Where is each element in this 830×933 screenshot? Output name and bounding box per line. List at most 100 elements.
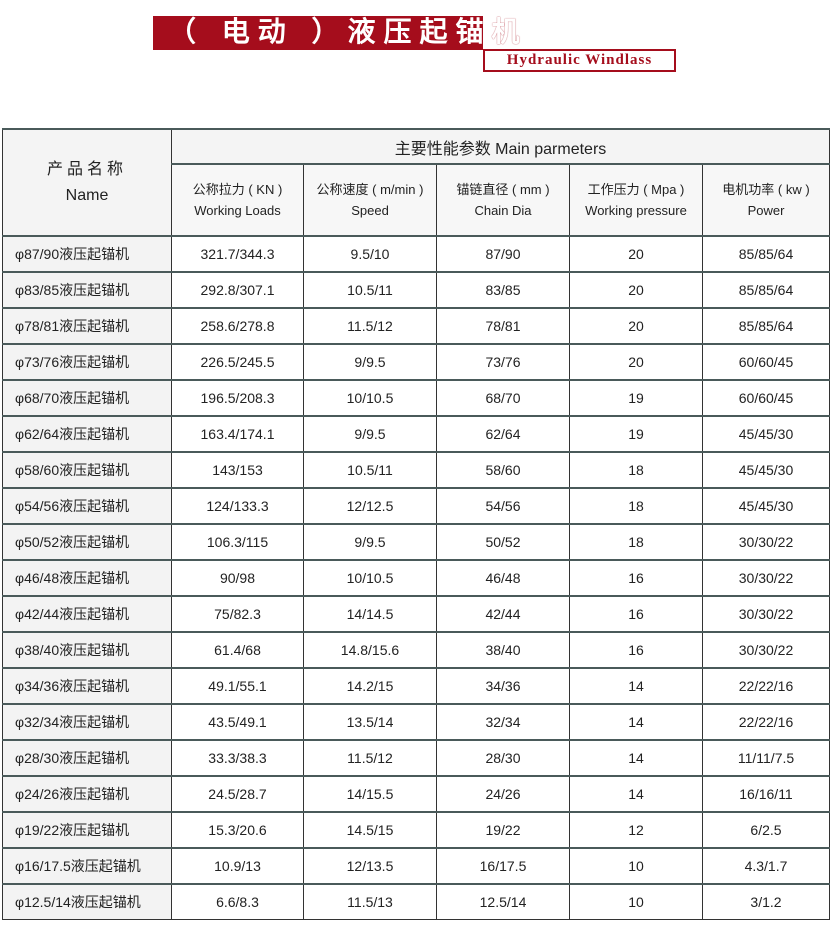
- value-cell: 49.1/55.1: [171, 667, 304, 705]
- value-cell: 11.5/12: [303, 739, 437, 777]
- value-cell: 12: [569, 811, 703, 849]
- value-cell: 16: [569, 631, 703, 669]
- model-name-cell: φ28/30液压起锚机: [2, 739, 172, 777]
- value-cell: 143/153: [171, 451, 304, 489]
- value-cell: 20: [569, 307, 703, 345]
- value-cell: 18: [569, 487, 703, 525]
- value-cell: 87/90: [436, 235, 570, 273]
- column-header: 公称速度 ( m/min ) Speed: [303, 163, 437, 237]
- value-cell: 85/85/64: [702, 235, 830, 273]
- value-cell: 196.5/208.3: [171, 379, 304, 417]
- value-cell: 18: [569, 451, 703, 489]
- value-cell: 24/26: [436, 775, 570, 813]
- model-name-cell: φ19/22液压起锚机: [2, 811, 172, 849]
- table-row: φ24/26液压起锚机 24.5/28.7 14/15.5 24/26 14 16/16/…: [2, 775, 830, 813]
- column-header-cn: 锚链直径 ( mm ): [456, 182, 550, 197]
- table-row: φ38/40液压起锚机 61.4/68 14.8/15.6 38/40 16 30/30/…: [2, 631, 830, 669]
- value-cell: 43.5/49.1: [171, 703, 304, 741]
- column-header-cn: 电机功率 ( kw ): [722, 182, 810, 197]
- model-name-cell: φ54/56液压起锚机: [2, 487, 172, 525]
- value-cell: 14/14.5: [303, 595, 437, 633]
- value-cell: 14.8/15.6: [303, 631, 437, 669]
- table-row: φ87/90液压起锚机 321.7/344.3 9.5/10 87/90 20 85/85…: [2, 235, 830, 273]
- table-row: φ16/17.5液压起锚机 10.9/13 12/13.5 16/17.5 10 4.3/…: [2, 847, 830, 885]
- value-cell: 321.7/344.3: [171, 235, 304, 273]
- value-cell: 38/40: [436, 631, 570, 669]
- value-cell: 58/60: [436, 451, 570, 489]
- value-cell: 10.9/13: [171, 847, 304, 885]
- value-cell: 12/13.5: [303, 847, 437, 885]
- table-row: φ28/30液压起锚机 33.3/38.3 11.5/12 28/30 14 11/11/…: [2, 739, 830, 777]
- value-cell: 16: [569, 595, 703, 633]
- value-cell: 20: [569, 271, 703, 309]
- model-name-cell: φ87/90液压起锚机: [2, 235, 172, 273]
- table-row: φ32/34液压起锚机 43.5/49.1 13.5/14 32/34 14 22/22/…: [2, 703, 830, 741]
- value-cell: 42/44: [436, 595, 570, 633]
- value-cell: 13.5/14: [303, 703, 437, 741]
- value-cell: 68/70: [436, 379, 570, 417]
- table-row: φ12.5/14液压起锚机 6.6/8.3 11.5/13 12.5/14 10 3/1.…: [2, 883, 830, 920]
- model-name-cell: φ38/40液压起锚机: [2, 631, 172, 669]
- value-cell: 75/82.3: [171, 595, 304, 633]
- model-name-cell: φ83/85液压起锚机: [2, 271, 172, 309]
- value-cell: 14: [569, 775, 703, 813]
- value-cell: 3/1.2: [702, 883, 830, 920]
- value-cell: 90/98: [171, 559, 304, 597]
- value-cell: 10.5/11: [303, 271, 437, 309]
- value-cell: 22/22/16: [702, 703, 830, 741]
- value-cell: 50/52: [436, 523, 570, 561]
- value-cell: 4.3/1.7: [702, 847, 830, 885]
- value-cell: 78/81: [436, 307, 570, 345]
- value-cell: 46/48: [436, 559, 570, 597]
- value-cell: 30/30/22: [702, 559, 830, 597]
- table-row: φ46/48液压起锚机 90/98 10/10.5 46/48 16 30/30/22: [2, 559, 830, 597]
- value-cell: 20: [569, 343, 703, 381]
- value-cell: 19: [569, 415, 703, 453]
- value-cell: 14/15.5: [303, 775, 437, 813]
- table-row: φ42/44液压起锚机 75/82.3 14/14.5 42/44 16 30/30/22: [2, 595, 830, 633]
- value-cell: 6/2.5: [702, 811, 830, 849]
- value-cell: 10/10.5: [303, 559, 437, 597]
- value-cell: 14: [569, 667, 703, 705]
- column-header-en: Working pressure: [585, 203, 687, 218]
- column-header: 锚链直径 ( mm ) Chain Dia: [436, 163, 570, 237]
- model-name-cell: φ78/81液压起锚机: [2, 307, 172, 345]
- value-cell: 124/133.3: [171, 487, 304, 525]
- value-cell: 14: [569, 703, 703, 741]
- value-cell: 34/36: [436, 667, 570, 705]
- page-subtitle: Hydraulic Windlass: [483, 49, 676, 72]
- model-name-cell: φ46/48液压起锚机: [2, 559, 172, 597]
- value-cell: 28/30: [436, 739, 570, 777]
- value-cell: 30/30/22: [702, 523, 830, 561]
- value-cell: 20: [569, 235, 703, 273]
- value-cell: 9/9.5: [303, 343, 437, 381]
- model-name-cell: φ12.5/14液压起锚机: [2, 883, 172, 920]
- table-row: φ83/85液压起锚机 292.8/307.1 10.5/11 83/85 20 85/8…: [2, 271, 830, 309]
- value-cell: 24.5/28.7: [171, 775, 304, 813]
- column-header: 电机功率 ( kw ) Power: [702, 163, 830, 237]
- value-cell: 163.4/174.1: [171, 415, 304, 453]
- model-name-cell: φ16/17.5液压起锚机: [2, 847, 172, 885]
- value-cell: 10: [569, 847, 703, 885]
- value-cell: 85/85/64: [702, 271, 830, 309]
- value-cell: 45/45/30: [702, 451, 830, 489]
- group-header: 主要性能参数 Main parmeters: [171, 128, 830, 165]
- name-header-cn: 产品名称: [46, 160, 127, 178]
- value-cell: 60/60/45: [702, 343, 830, 381]
- value-cell: 9/9.5: [303, 523, 437, 561]
- table-row: φ73/76液压起锚机 226.5/245.5 9/9.5 73/76 20 60/60/…: [2, 343, 830, 381]
- value-cell: 14.2/15: [303, 667, 437, 705]
- value-cell: 12.5/14: [436, 883, 570, 920]
- title-banner: [153, 16, 483, 50]
- value-cell: 11.5/13: [303, 883, 437, 920]
- value-cell: 12/12.5: [303, 487, 437, 525]
- column-header-cn: 公称拉力 ( KN ): [192, 182, 283, 197]
- value-cell: 226.5/245.5: [171, 343, 304, 381]
- name-header: 产品名称 Name: [2, 128, 172, 237]
- column-header-en: Chain Dia: [474, 203, 532, 218]
- table-row: φ68/70液压起锚机 196.5/208.3 10/10.5 68/70 19 60/6…: [2, 379, 830, 417]
- column-header-en: Working Loads: [194, 203, 281, 218]
- value-cell: 33.3/38.3: [171, 739, 304, 777]
- value-cell: 61.4/68: [171, 631, 304, 669]
- value-cell: 83/85: [436, 271, 570, 309]
